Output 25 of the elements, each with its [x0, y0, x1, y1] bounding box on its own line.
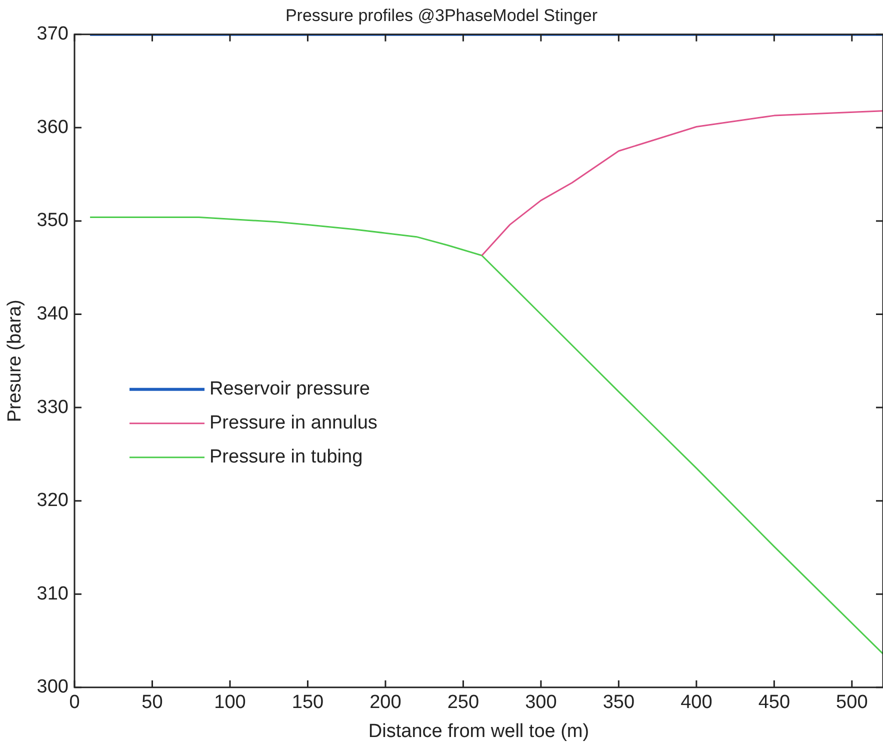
x-tick-label: 200 [370, 692, 402, 714]
legend-label: Pressure in tubing [210, 446, 363, 468]
y-tick-label: 340 [36, 303, 68, 324]
x-tick-label: 250 [447, 692, 480, 714]
y-tick-label: 330 [36, 396, 68, 418]
y-tick-label: 300 [36, 676, 68, 698]
x-tick-label: 500 [836, 692, 868, 714]
y-tick-label: 350 [36, 210, 68, 232]
legend-label: Reservoir pressure [210, 378, 370, 400]
chart-title: Pressure profiles @3PhaseModel Stinger [285, 6, 598, 25]
x-tick-label: 50 [142, 692, 163, 714]
x-axis-title: Distance from well toe (m) [368, 720, 590, 742]
x-tick-label: 300 [525, 692, 557, 714]
legend-label: Pressure in annulus [210, 412, 378, 434]
y-tick-label: 360 [36, 116, 68, 138]
x-tick-label: 350 [602, 692, 635, 714]
y-tick-label: 320 [36, 490, 68, 512]
y-tick-label: 370 [36, 24, 68, 45]
y-axis-title: Presure (bara) [4, 300, 26, 422]
x-tick-label: 0 [69, 692, 80, 714]
x-tick-label: 450 [758, 692, 790, 714]
y-tick-label: 310 [36, 583, 68, 604]
x-tick-label: 150 [292, 692, 324, 714]
x-tick-label: 400 [680, 692, 712, 714]
x-tick-label: 100 [214, 692, 246, 714]
